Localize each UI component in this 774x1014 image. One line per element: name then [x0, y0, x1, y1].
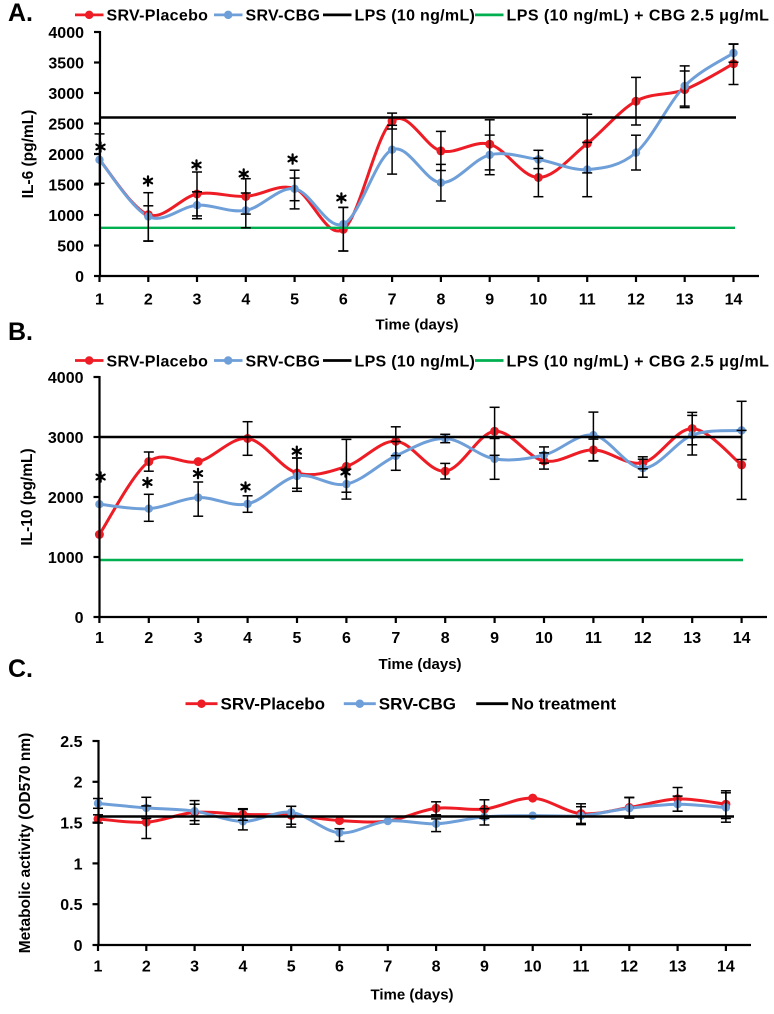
svg-text:LPS (10 ng/mL): LPS (10 ng/mL): [355, 8, 476, 25]
svg-text:12: 12: [620, 959, 638, 976]
svg-text:6: 6: [339, 292, 348, 309]
svg-text:8: 8: [436, 292, 445, 309]
svg-text:1: 1: [95, 630, 104, 647]
svg-text:Time (days): Time (days): [370, 987, 453, 1004]
svg-text:4000: 4000: [48, 25, 84, 42]
svg-text:4000: 4000: [48, 370, 84, 387]
svg-text:8: 8: [441, 630, 450, 647]
svg-text:5: 5: [287, 959, 296, 976]
svg-text:Metabolic activity (OD570 nm): Metabolic activity (OD570 nm): [17, 733, 34, 954]
svg-text:3000: 3000: [48, 86, 84, 103]
svg-text:12: 12: [634, 630, 652, 647]
svg-text:0: 0: [75, 269, 84, 286]
svg-text:0.5: 0.5: [60, 897, 82, 914]
svg-text:12: 12: [627, 292, 645, 309]
svg-text:2: 2: [142, 959, 151, 976]
svg-text:6: 6: [335, 959, 344, 976]
svg-text:3: 3: [193, 292, 202, 309]
svg-text:3000: 3000: [48, 430, 84, 447]
svg-text:11: 11: [579, 292, 596, 309]
svg-text:1500: 1500: [48, 177, 84, 194]
svg-text:10: 10: [535, 630, 553, 647]
svg-text:6: 6: [342, 630, 351, 647]
svg-text:LPS (10 ng/mL) + CBG 2.5 μg/mL: LPS (10 ng/mL) + CBG 2.5 μg/mL: [507, 8, 770, 25]
svg-text:1: 1: [74, 856, 83, 873]
svg-text:9: 9: [485, 292, 494, 309]
svg-text:4: 4: [243, 630, 252, 647]
svg-text:2000: 2000: [48, 490, 84, 507]
svg-text:3: 3: [194, 630, 203, 647]
svg-text:10: 10: [530, 292, 548, 309]
svg-text:4: 4: [238, 959, 247, 976]
svg-text:C.: C.: [8, 655, 33, 683]
svg-text:7: 7: [383, 959, 392, 976]
svg-text:0: 0: [74, 938, 83, 955]
svg-text:LPS (10 ng/mL): LPS (10 ng/mL): [355, 353, 476, 370]
svg-text:LPS (10 ng/mL) + CBG 2.5 μg/mL: LPS (10 ng/mL) + CBG 2.5 μg/mL: [507, 353, 770, 370]
svg-text:13: 13: [669, 959, 687, 976]
svg-text:11: 11: [573, 959, 590, 976]
svg-text:9: 9: [490, 630, 499, 647]
svg-text:SRV-CBG: SRV-CBG: [379, 695, 456, 714]
svg-text:2: 2: [74, 775, 83, 792]
svg-text:11: 11: [585, 630, 602, 647]
svg-text:Time (days): Time (days): [378, 656, 461, 673]
svg-text:14: 14: [725, 292, 743, 309]
svg-text:14: 14: [733, 630, 751, 647]
svg-text:B.: B.: [8, 318, 33, 346]
svg-text:1000: 1000: [48, 550, 84, 567]
svg-text:3: 3: [190, 959, 199, 976]
svg-text:2.5: 2.5: [60, 734, 82, 751]
svg-text:SRV-Placebo: SRV-Placebo: [107, 8, 209, 25]
svg-text:500: 500: [57, 238, 84, 255]
svg-text:4: 4: [241, 292, 250, 309]
svg-text:2: 2: [144, 630, 153, 647]
svg-text:1: 1: [95, 292, 104, 309]
svg-text:A.: A.: [8, 0, 33, 27]
svg-text:SRV-Placebo: SRV-Placebo: [221, 695, 326, 714]
svg-text:14: 14: [717, 959, 735, 976]
svg-text:IL-10 (pg/mL): IL-10 (pg/mL): [19, 448, 36, 545]
svg-text:2000: 2000: [48, 147, 84, 164]
svg-text:SRV-CBG: SRV-CBG: [246, 8, 321, 25]
svg-text:9: 9: [480, 959, 489, 976]
svg-text:5: 5: [290, 292, 299, 309]
svg-text:7: 7: [388, 292, 397, 309]
svg-text:13: 13: [683, 630, 701, 647]
svg-text:0: 0: [75, 610, 84, 627]
svg-text:7: 7: [391, 630, 400, 647]
svg-text:10: 10: [524, 959, 542, 976]
svg-text:Time (days): Time (days): [375, 317, 458, 334]
svg-text:SRV-Placebo: SRV-Placebo: [107, 353, 209, 370]
svg-text:3500: 3500: [48, 55, 84, 72]
svg-text:SRV-CBG: SRV-CBG: [246, 353, 321, 370]
svg-text:2: 2: [144, 292, 153, 309]
svg-text:1.5: 1.5: [60, 816, 82, 833]
svg-text:IL-6 (pg/mL): IL-6 (pg/mL): [20, 110, 37, 199]
svg-text:1000: 1000: [48, 208, 84, 225]
svg-text:1: 1: [94, 959, 103, 976]
svg-text:8: 8: [432, 959, 441, 976]
svg-text:13: 13: [676, 292, 694, 309]
svg-text:No treatment: No treatment: [511, 695, 616, 714]
svg-text:5: 5: [293, 630, 302, 647]
svg-text:2500: 2500: [48, 116, 84, 133]
